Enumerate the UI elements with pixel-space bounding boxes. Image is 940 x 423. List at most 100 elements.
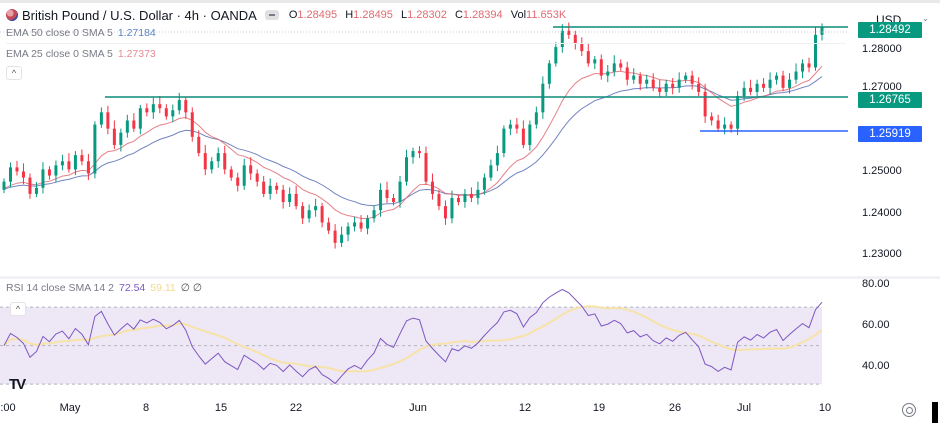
candle — [385, 181, 389, 203]
ema25-legend[interactable]: EMA 25 close 0 SMA 5 1.27373 — [6, 48, 156, 60]
rsi-extra: ∅ ∅ — [180, 282, 202, 294]
candle — [573, 30, 577, 50]
legend-divider — [6, 43, 846, 44]
candle — [301, 202, 305, 225]
candle — [203, 144, 207, 176]
candle — [132, 113, 136, 132]
price-tick: 1.23000 — [862, 248, 902, 260]
candle — [125, 114, 129, 138]
collapse-indicators-button[interactable]: ^ — [6, 66, 22, 80]
candle — [502, 125, 506, 158]
candle — [794, 63, 798, 84]
candle — [67, 153, 71, 173]
candle — [99, 107, 103, 128]
candle — [528, 120, 532, 151]
rsi-chart[interactable] — [0, 280, 848, 392]
rsi-legend[interactable]: RSI 14 close SMA 14 2 72.54 59.11 ∅ ∅ — [6, 282, 202, 294]
candle — [495, 145, 499, 172]
time-tick: 26 — [668, 402, 682, 414]
rsi-sma-value: 59.11 — [150, 282, 176, 294]
candle — [710, 112, 714, 126]
symbol-header: British Pound / U.S. Dollar · 4h · OANDA… — [6, 6, 846, 24]
ema50-value: 1.27184 — [117, 27, 156, 39]
candle — [158, 96, 162, 114]
rsi-axis[interactable]: 80.00 60.00 40.00 — [848, 278, 940, 392]
candle — [242, 158, 246, 190]
settings-gear-icon[interactable] — [902, 403, 916, 417]
price-tick: 1.28000 — [862, 43, 902, 55]
candle — [216, 147, 220, 168]
candle — [320, 202, 324, 228]
candle — [333, 224, 337, 249]
chart-legend: British Pound / U.S. Dollar · 4h · OANDA… — [6, 6, 846, 80]
rsi-pane[interactable] — [0, 280, 848, 392]
candle — [262, 175, 266, 198]
candle — [658, 79, 662, 98]
candle — [8, 162, 12, 188]
candle — [21, 163, 25, 185]
time-tick: 15 — [214, 402, 228, 414]
candle — [34, 182, 38, 198]
ema50-legend[interactable]: EMA 50 close 0 SMA 5 1.27184 — [6, 27, 156, 39]
candle — [366, 215, 370, 235]
candle — [340, 226, 344, 247]
collapse-rsi-button[interactable]: ^ — [10, 302, 26, 316]
top-border — [0, 0, 940, 3]
tradingview-logo[interactable]: TV — [9, 376, 26, 393]
price-axis[interactable]: USD ⌄ 1.28000 1.27000 1.25000 1.24000 1.… — [848, 3, 940, 275]
candle — [138, 104, 142, 135]
candle — [119, 128, 123, 152]
time-tick: Jun — [409, 402, 427, 414]
candle — [450, 190, 454, 224]
candle — [359, 215, 363, 232]
chevron-down-icon[interactable]: ⌄ — [922, 14, 929, 23]
time-axis[interactable]: :00 May 8 15 22 Jun 12 19 26 Jul 10 — [0, 396, 848, 423]
candle — [197, 130, 201, 157]
candle — [755, 79, 759, 98]
candle — [405, 149, 409, 186]
candle — [171, 104, 175, 123]
hide-legend-button[interactable] — [264, 10, 279, 20]
candle — [534, 106, 538, 129]
candle — [54, 160, 58, 183]
candle — [417, 146, 421, 159]
candle — [508, 119, 512, 136]
symbol-title[interactable]: British Pound / U.S. Dollar · 4h · OANDA — [22, 7, 257, 23]
candle — [723, 117, 727, 135]
candle — [106, 105, 110, 135]
candle — [716, 114, 720, 132]
candle — [606, 65, 610, 83]
candle — [281, 184, 285, 209]
price-tick: 1.24000 — [862, 207, 902, 219]
candlestick-chart[interactable] — [0, 3, 848, 275]
price-pane[interactable] — [0, 3, 848, 275]
candle — [469, 187, 473, 203]
candle — [736, 91, 740, 136]
candle — [2, 178, 6, 194]
time-tick: 19 — [592, 402, 606, 414]
pane-divider[interactable] — [0, 276, 940, 279]
candle — [288, 187, 292, 207]
time-tick: :00 — [0, 402, 16, 414]
candle — [255, 169, 259, 187]
candle — [697, 77, 701, 97]
ohlc-values: O1.28495 H1.28495 L1.28302 C1.28394 Vol1… — [288, 9, 567, 21]
candle — [560, 24, 564, 53]
candle — [677, 72, 681, 93]
candle — [599, 54, 603, 80]
candle — [476, 181, 480, 205]
candle — [645, 74, 649, 89]
candle — [60, 154, 64, 171]
candle — [671, 78, 675, 95]
candle — [775, 72, 779, 85]
candle — [86, 153, 90, 181]
candle — [456, 194, 460, 206]
candle — [632, 68, 636, 84]
time-tick: May — [59, 402, 81, 414]
candle — [547, 60, 551, 89]
candle — [145, 103, 149, 117]
candle — [801, 59, 805, 79]
candle — [807, 57, 811, 73]
ema25-value: 1.27373 — [117, 48, 156, 60]
rsi-tick: 80.00 — [862, 278, 890, 290]
